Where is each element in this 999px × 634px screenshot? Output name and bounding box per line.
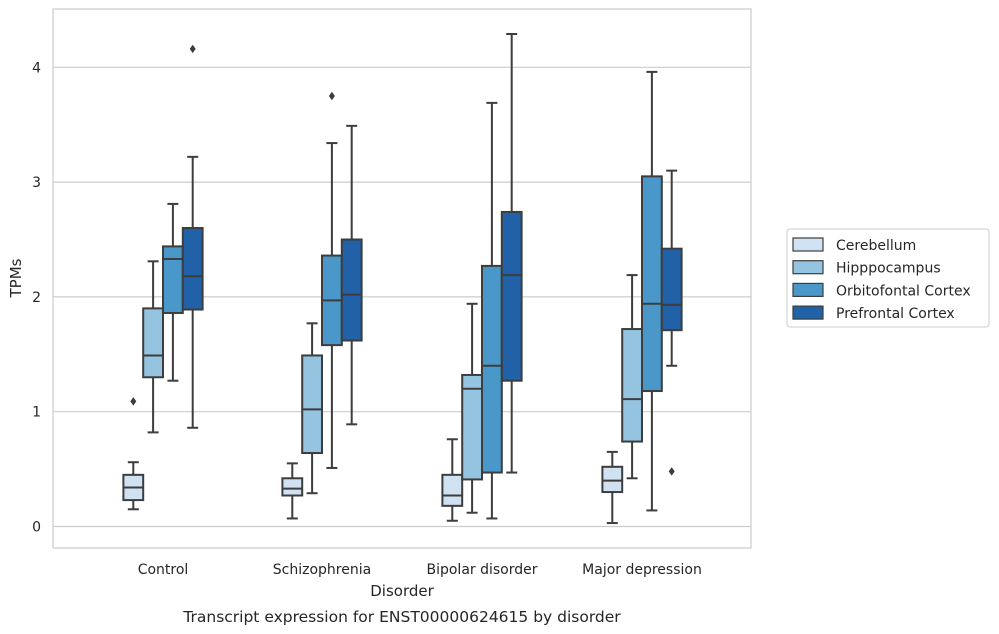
outlier-point <box>130 397 137 406</box>
legend-label: Hipppocampus <box>836 261 941 277</box>
box-iqr <box>641 175 663 393</box>
box-iqr <box>181 227 204 311</box>
box-groups <box>122 33 683 525</box>
box-iqr <box>461 373 484 481</box>
box-plot <box>601 450 624 525</box>
box-plot <box>340 124 363 426</box>
y-tick-label: 4 <box>32 60 41 76</box>
legend-items: Cerebellum Hipppocampus Orbitofontal Corte… <box>792 237 971 322</box>
box-iqr <box>601 465 624 494</box>
outlier-point <box>668 467 675 476</box>
box-iqr <box>281 477 304 497</box>
legend-swatch <box>792 282 824 297</box>
legend-swatch <box>792 305 824 320</box>
y-tick-labels: 0 1 2 3 4 <box>32 60 41 535</box>
box-iqr <box>142 307 164 379</box>
box-iqr <box>621 328 644 443</box>
legend-label: Orbitofontal Cortex <box>836 283 971 299</box>
box-plot <box>301 322 324 495</box>
box-iqr <box>301 354 324 455</box>
y-tick-label: 1 <box>32 405 41 421</box>
box-iqr <box>340 238 363 342</box>
box-iqr <box>481 264 503 474</box>
chart-caption: Transcript expression for ENST0000062461… <box>182 608 621 626</box>
box-plot <box>660 169 683 476</box>
legend-label: Cerebellum <box>836 238 916 254</box>
box-plot <box>641 70 663 512</box>
x-tick-label: Major depression <box>582 562 702 578</box>
x-tick-label: Bipolar disorder <box>426 562 537 578</box>
legend-label: Prefrontal Cortex <box>836 306 955 322</box>
y-tick-label: 2 <box>32 290 41 306</box>
box-plot <box>441 438 464 522</box>
x-tick-labels: Control Schizophrenia Bipolar disorder Majo… <box>138 562 702 578</box>
box-plot <box>281 462 304 520</box>
box-plot <box>181 44 204 429</box>
y-tick-label: 3 <box>32 175 41 191</box>
box-iqr <box>660 247 683 332</box>
x-axis-label: Disorder <box>370 582 434 600</box>
y-axis-label: TPMs <box>7 258 25 298</box>
x-tick-label: Schizophrenia <box>273 562 371 578</box>
legend-swatch <box>792 237 824 252</box>
box-plot <box>142 260 164 434</box>
legend-swatch <box>792 260 824 275</box>
legend: Cerebellum Hipppocampus Orbitofontal Corte… <box>786 228 990 328</box>
box-plot <box>321 91 343 469</box>
box-plot <box>481 101 503 520</box>
outlier-point <box>328 91 335 101</box>
legend-frame <box>786 228 990 328</box>
box-plot <box>500 33 523 474</box>
y-tick-label: 0 <box>32 520 41 536</box>
box-iqr <box>441 473 464 507</box>
x-tick-label: Control <box>138 562 189 578</box>
box-iqr <box>500 210 523 382</box>
outlier-point <box>189 44 196 54</box>
box-plot <box>461 302 484 514</box>
box-plot <box>122 397 145 511</box>
box-iqr <box>162 245 184 314</box>
